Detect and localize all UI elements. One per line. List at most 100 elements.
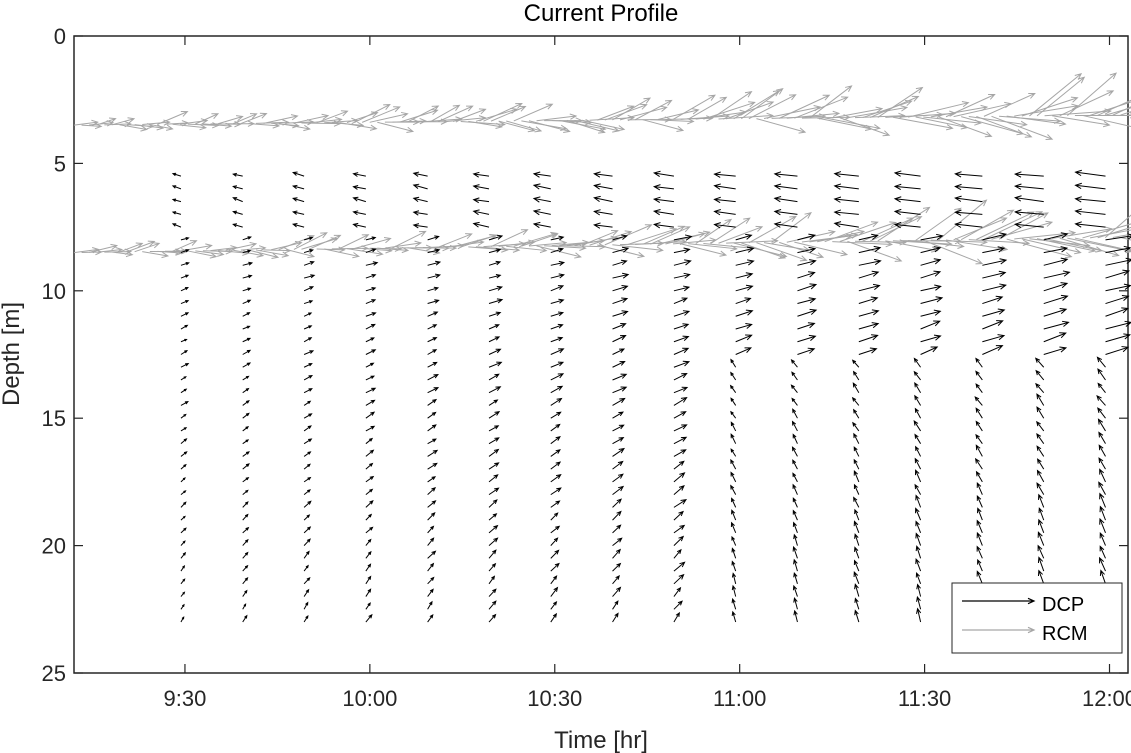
dcp-arrow [773, 221, 798, 228]
dcp-arrow [977, 507, 983, 521]
dcp-arrow [731, 610, 737, 623]
dcp-arrow [550, 487, 562, 496]
dcp-arrow [893, 196, 921, 203]
dcp-arrow [365, 312, 377, 317]
dcp-arrow [427, 525, 435, 534]
rcm-arrow [748, 94, 797, 120]
dcp-arrow [731, 572, 737, 584]
dcp-arrow [427, 349, 438, 355]
dcp-arrow [730, 358, 737, 368]
dcp-arrow [472, 197, 490, 204]
dcp-arrow [488, 425, 500, 432]
legend-dcp-arrow [962, 597, 1036, 605]
dcp-arrow [292, 171, 305, 177]
rcm-arrow [513, 231, 558, 247]
dcp-arrow [854, 597, 860, 610]
rcm-arrow [786, 229, 836, 243]
dcp-arrow [713, 196, 736, 204]
dcp-arrow [773, 183, 798, 190]
dcp-arrow [735, 233, 753, 241]
dcp-arrow [673, 436, 688, 445]
dcp-arrow [916, 595, 922, 610]
dcp-arrow [982, 308, 1006, 317]
dcp-arrow [792, 521, 798, 534]
dcp-arrow [735, 323, 753, 330]
rcm-arrow [172, 240, 198, 252]
dcp-arrow [793, 571, 798, 584]
dcp-arrow [532, 171, 551, 178]
dcp-arrow [975, 444, 983, 457]
dcp-arrow [180, 501, 187, 508]
dcp-arrow [242, 576, 249, 585]
dcp-arrow [427, 576, 435, 585]
dcp-arrow [612, 246, 630, 254]
dcp-arrow [427, 424, 437, 432]
dcp-arrow [914, 407, 922, 419]
dcp-arrow [792, 433, 798, 444]
dcp-arrow [550, 562, 560, 572]
dcp-arrow [365, 526, 374, 534]
rcm-arrow [725, 101, 775, 120]
dcp-arrow [673, 548, 682, 559]
dcp-arrow [673, 272, 691, 279]
dcp-arrow [975, 433, 983, 444]
dcp-arrow [920, 346, 939, 355]
dcp-arrow [858, 245, 882, 254]
dcp-arrow [550, 373, 565, 381]
dcp-arrow [472, 221, 490, 228]
dcp-arrow [673, 510, 684, 521]
dcp-arrow [180, 427, 188, 432]
rcm-arrow [1089, 229, 1131, 239]
dcp-arrow [858, 309, 880, 317]
dcp-arrow [365, 488, 374, 496]
dcp-arrow [180, 603, 185, 610]
dcp-arrow [593, 195, 613, 203]
dcp-arrow [365, 538, 372, 546]
dcp-arrow [488, 336, 501, 343]
dcp-arrow [550, 423, 561, 432]
dcp-arrow [180, 451, 188, 457]
dcp-arrow [975, 383, 983, 394]
dcp-arrow [180, 363, 190, 368]
dcp-arrow [612, 473, 624, 483]
dcp-arrow [488, 373, 500, 381]
dcp-arrow [652, 170, 675, 177]
dcp-arrow [893, 183, 921, 191]
dcp-arrow [427, 476, 437, 483]
dcp-arrow [858, 347, 878, 355]
rcm-arrow [794, 241, 849, 257]
dcp-arrow [612, 234, 628, 241]
dcp-arrow [550, 586, 559, 597]
dcp-arrow [242, 614, 248, 623]
dcp-arrow [976, 481, 983, 495]
dcp-arrow [977, 558, 983, 572]
dcp-arrow [1074, 221, 1106, 228]
dcp-arrow [713, 183, 736, 190]
rcm-arrow [1097, 99, 1131, 116]
rcm-arrow [111, 250, 134, 258]
dcp-arrow [488, 348, 502, 355]
dcp-arrow [735, 309, 754, 317]
dcp-arrow [612, 437, 625, 445]
dcp-arrow [853, 408, 860, 419]
dcp-arrow [427, 500, 437, 508]
dcp-arrow [488, 600, 497, 610]
dcp-arrow [550, 512, 559, 521]
dcp-arrow [792, 545, 798, 559]
dcp-arrow [550, 247, 565, 254]
dcp-arrow [365, 375, 376, 381]
rcm-arrow [862, 100, 913, 119]
dcp-arrow [532, 221, 551, 229]
dcp-arrow [1105, 257, 1131, 266]
dcp-arrow [612, 510, 622, 521]
dcp-arrow [730, 410, 737, 419]
dcp-arrow [365, 299, 377, 305]
rcm-arrow [437, 105, 474, 123]
dcp-arrow [232, 197, 243, 203]
rcm-arrow [263, 114, 299, 124]
dcp-arrow [180, 463, 187, 470]
dcp-arrow [735, 284, 754, 292]
dcp-arrow [550, 549, 560, 559]
dcp-arrow [982, 258, 1008, 266]
dcp-arrow [365, 399, 376, 406]
